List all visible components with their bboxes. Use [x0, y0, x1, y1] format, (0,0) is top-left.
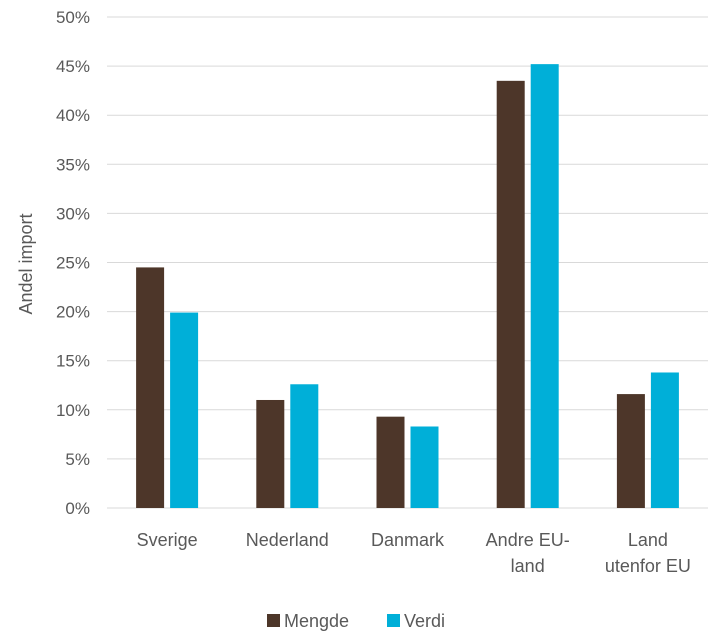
- legend-swatch-verdi: [387, 614, 400, 627]
- y-tick-label: 35%: [56, 155, 90, 174]
- y-tick-label: 30%: [56, 204, 90, 223]
- bar-mengde-4: [616, 394, 645, 508]
- y-tick-label: 20%: [56, 303, 90, 322]
- bar-verdi-2: [410, 426, 439, 508]
- bar-mengde-3: [496, 80, 525, 508]
- y-axis-title: Andel import: [16, 213, 36, 314]
- y-tick-label: 50%: [56, 8, 90, 27]
- legend-label-mengde: Mengde: [284, 611, 349, 631]
- y-tick-label: 0%: [65, 499, 90, 518]
- x-category-label: Sverige: [137, 530, 198, 550]
- bar-verdi-3: [530, 64, 559, 509]
- y-tick-label: 40%: [56, 106, 90, 125]
- x-category-label: Andre EU-land: [486, 530, 570, 576]
- bars: [136, 64, 679, 509]
- gridlines: [107, 16, 708, 509]
- x-category-label-line: Danmark: [371, 530, 445, 550]
- x-axis-category-labels: Sverige Nederland Danmark Andre EU-land Land…: [137, 530, 691, 576]
- x-category-label-line: Andre EU-: [486, 530, 570, 550]
- legend: Mengde Verdi: [267, 611, 445, 631]
- x-category-label-line: Sverige: [137, 530, 198, 550]
- x-category-label-line: Land: [628, 530, 668, 550]
- x-category-label-line: Nederland: [246, 530, 329, 550]
- y-tick-label: 15%: [56, 352, 90, 371]
- y-axis-tick-labels: 0% 5% 10% 15% 20% 25% 30% 35% 40% 45% 50%: [56, 8, 90, 518]
- x-category-label-line: land: [511, 556, 545, 576]
- bar-mengde-2: [376, 416, 405, 508]
- legend-swatch-mengde: [267, 614, 280, 627]
- bar-verdi-4: [650, 372, 679, 508]
- y-tick-label: 25%: [56, 254, 90, 273]
- x-category-label: Danmark: [371, 530, 445, 550]
- bar-verdi-1: [290, 384, 319, 508]
- y-tick-label: 10%: [56, 401, 90, 420]
- legend-label-verdi: Verdi: [404, 611, 445, 631]
- x-category-label: Land utenfor EU: [605, 530, 691, 576]
- x-category-label: Nederland: [246, 530, 329, 550]
- y-tick-label: 5%: [65, 450, 90, 469]
- bar-verdi-0: [170, 312, 199, 508]
- y-tick-label: 45%: [56, 57, 90, 76]
- x-category-label-line: utenfor EU: [605, 556, 691, 576]
- bar-mengde-0: [136, 267, 165, 508]
- bar-mengde-1: [256, 399, 285, 508]
